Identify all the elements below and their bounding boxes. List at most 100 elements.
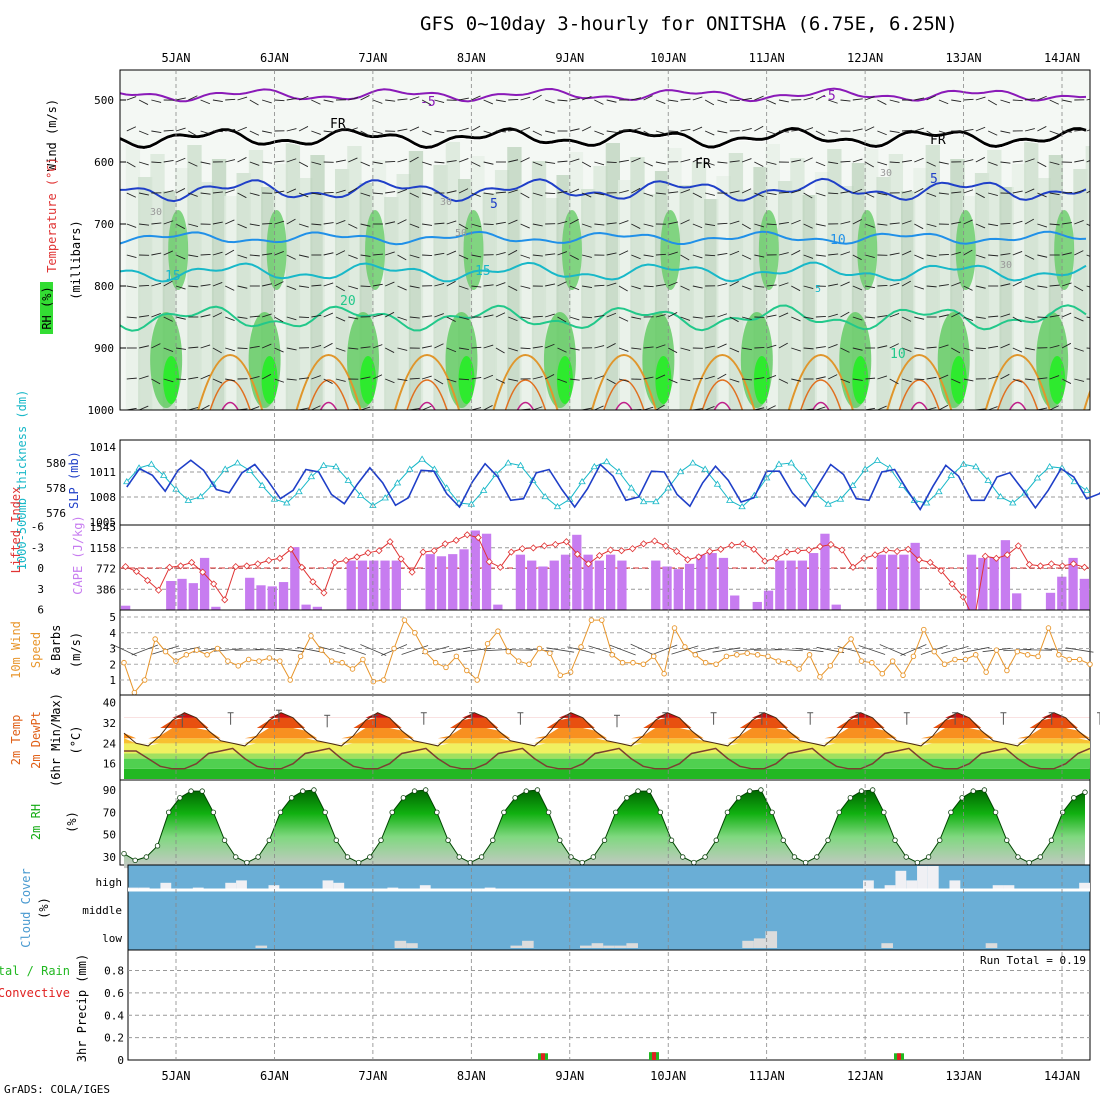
- wind-barb: [212, 99, 223, 103]
- wind-barb: [261, 343, 272, 349]
- date-label-bottom: 14JAN: [1044, 1069, 1080, 1083]
- lifted-index-point: [871, 551, 879, 559]
- wind-barb: [286, 97, 297, 101]
- rh-point: [635, 788, 641, 794]
- thickness-point: [184, 496, 193, 503]
- wind-barb: [446, 190, 457, 194]
- precip-panel: 0.8 0.6 0.4 0.2 0 Run Total = 0.19 Total / R…: [0, 949, 1091, 1067]
- wind10-point: [547, 650, 553, 656]
- precip-ylabel-c: 3hr Precip (mm): [75, 954, 89, 1062]
- cape-bar: [707, 553, 717, 610]
- wind-barb: [778, 282, 789, 287]
- thickness-point: [295, 487, 303, 495]
- rh-point: [277, 809, 284, 816]
- wind10-point: [526, 661, 532, 668]
- wind-barb: [1000, 283, 1011, 287]
- wind-barb: [741, 97, 752, 101]
- wind-barb: [975, 96, 986, 101]
- rh-band: [925, 145, 940, 410]
- cloud-high-bar: [895, 870, 907, 890]
- wind-barb: [225, 285, 235, 291]
- wind10-point: [983, 669, 989, 675]
- rh2m-tick-label: 50: [103, 829, 116, 842]
- wind10-barb: [111, 643, 137, 657]
- wind-barb: [618, 250, 629, 256]
- rh-point: [1037, 854, 1044, 860]
- wind-barb: [372, 344, 383, 349]
- wind-barb: [840, 99, 851, 102]
- cape-ylabel: CAPE (J/kg): [71, 515, 85, 594]
- rh-band: [728, 153, 744, 410]
- temp-band: [124, 758, 1090, 769]
- wind-barb: [692, 316, 703, 319]
- wind-barb: [138, 375, 149, 380]
- lifted-index-point: [199, 568, 207, 576]
- wind-barb: [938, 404, 948, 410]
- wind-barb: [384, 347, 395, 353]
- rh-point: [434, 809, 440, 816]
- wind10-point: [131, 689, 138, 696]
- rh-point: [590, 854, 597, 860]
- wind10-panel: 5 4 3 2 1 10m Wind Speed & Barbs (m/s): [9, 609, 1094, 696]
- rh-band: [199, 182, 214, 410]
- wind-barb: [397, 378, 408, 382]
- wind-barb: [126, 192, 137, 198]
- surface-isotherm: [492, 354, 559, 410]
- temp-band: [124, 717, 1090, 729]
- wind-barb: [852, 316, 863, 321]
- isotherm-label: -5: [420, 95, 436, 110]
- wind-barb: [1049, 284, 1060, 287]
- wind-barb: [421, 99, 432, 106]
- wind-barb: [409, 126, 420, 132]
- lifted-index-point: [287, 545, 295, 553]
- wind10-point: [765, 653, 771, 660]
- wind-barb: [298, 285, 310, 288]
- date-label-top: 7JAN: [358, 51, 387, 65]
- wind-barb: [828, 161, 839, 165]
- temp2m-ylabel-d: (°C): [69, 726, 83, 755]
- wind-barb: [1024, 347, 1035, 351]
- wind-barb: [1074, 250, 1084, 256]
- lifted-index-point: [783, 548, 791, 556]
- lifted-index-point: [276, 554, 284, 562]
- wind-barb: [274, 347, 284, 353]
- rh-band: [987, 150, 1002, 410]
- rh-point: [165, 809, 172, 816]
- wind-barb: [323, 282, 334, 287]
- wind-barb: [163, 250, 174, 256]
- wind-barb: [434, 130, 445, 134]
- rh-point: [344, 854, 351, 860]
- wind10-point: [505, 648, 512, 655]
- thickness-point: [344, 476, 352, 483]
- wind-barb: [717, 373, 727, 380]
- wind-barb: [901, 220, 912, 225]
- lifted-index-point: [143, 576, 152, 585]
- wind-barb: [729, 316, 739, 323]
- wind-barb: [323, 409, 325, 410]
- rh-blob-core: [458, 356, 475, 404]
- wind-barb: [803, 347, 814, 350]
- wind-barb: [372, 130, 383, 135]
- wind-barb: [889, 222, 900, 225]
- wind-barb: [311, 375, 321, 380]
- wind-barb: [655, 99, 666, 105]
- wind10-point: [754, 652, 761, 658]
- wind10-point: [1024, 652, 1031, 658]
- wind-barb: [680, 98, 691, 101]
- wind-barb: [1000, 409, 1002, 410]
- wind-barb: [126, 316, 137, 319]
- wind-barb: [434, 161, 445, 164]
- lifted-index-point: [992, 554, 1000, 562]
- isotherm-line: [120, 261, 1087, 283]
- rh-band: [581, 189, 596, 410]
- wind-barb: [594, 405, 604, 410]
- wind-barb: [200, 99, 211, 105]
- wind-barb: [495, 312, 506, 318]
- wind-barb: [938, 284, 949, 287]
- rh-point: [881, 809, 887, 816]
- wind-barb: [545, 99, 555, 104]
- lifted-index-point: [375, 547, 383, 555]
- wind-barb: [741, 223, 751, 230]
- wind-barb: [544, 343, 555, 349]
- wind-barb: [840, 378, 850, 384]
